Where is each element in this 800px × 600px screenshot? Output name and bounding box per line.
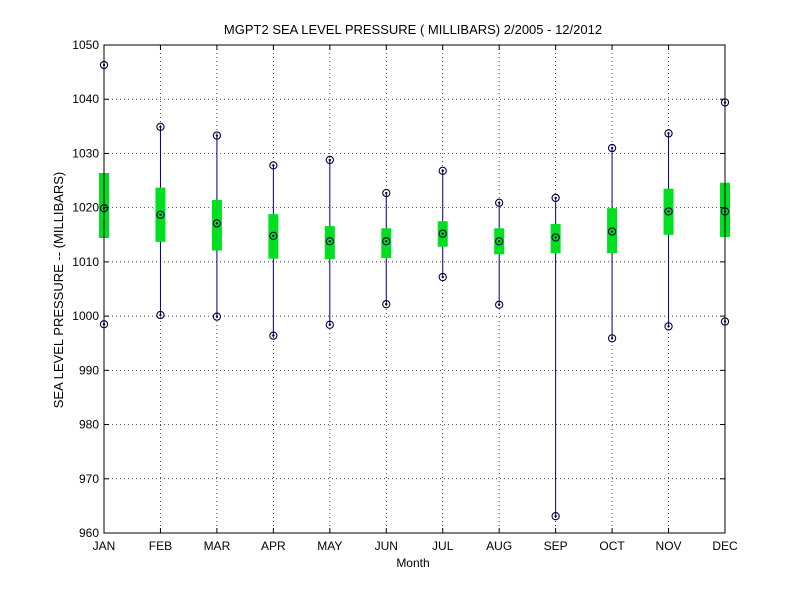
min-marker-nov (664, 322, 673, 331)
mean-marker-dot-oct (610, 230, 614, 233)
y-axis-label: SEA LEVEL PRESSURE -- (MILLIBARS) (51, 172, 66, 408)
mean-marker-sep (551, 233, 560, 242)
max-marker-dot-apr (272, 164, 275, 167)
x-axis-label: Month (396, 556, 429, 570)
y-tick-label: 990 (79, 363, 99, 377)
x-tick-label: OCT (599, 539, 625, 553)
x-tick-label: JUL (432, 539, 454, 553)
x-tick-label: AUG (486, 539, 512, 553)
mean-marker-jul (438, 229, 447, 238)
min-marker-jun (382, 300, 391, 309)
mean-marker-feb (156, 210, 165, 219)
max-marker-dot-mar (215, 134, 219, 137)
min-marker-aug (495, 300, 504, 309)
mean-marker-dot-sep (554, 236, 557, 239)
min-marker-oct (607, 334, 617, 343)
max-marker-dot-aug (497, 201, 501, 204)
max-marker-apr (269, 161, 278, 170)
chart-title: MGPT2 SEA LEVEL PRESSURE ( MILLIBARS) 2/… (224, 22, 602, 37)
y-tick-label: 970 (79, 472, 99, 486)
max-marker-feb (156, 122, 165, 132)
min-marker-sep (551, 512, 560, 521)
box-mar (211, 200, 222, 251)
max-marker-dot-jul (441, 169, 444, 172)
max-marker-jun (382, 188, 391, 198)
box-may (324, 226, 335, 260)
min-marker-feb (156, 310, 165, 320)
mean-marker-may (325, 237, 334, 246)
x-tick-label: JAN (93, 539, 116, 553)
x-tick-label: DEC (712, 539, 738, 553)
min-marker-apr (269, 331, 278, 340)
max-marker-dot-nov (667, 132, 670, 135)
min-marker-dot-sep (554, 514, 557, 518)
y-tick-label: 1040 (72, 92, 99, 106)
min-marker-mar (212, 312, 222, 321)
y-tick-label: 1050 (72, 38, 99, 52)
mean-marker-nov (664, 207, 673, 216)
min-marker-dot-feb (159, 313, 162, 317)
min-marker-dot-apr (272, 334, 275, 337)
x-tick-label: SEP (544, 539, 568, 553)
max-marker-may (325, 155, 334, 165)
x-tick-label: NOV (656, 539, 682, 553)
max-marker-dot-oct (610, 146, 614, 150)
mean-marker-dot-apr (272, 234, 275, 238)
max-marker-mar (212, 131, 222, 140)
min-marker-dot-nov (667, 325, 670, 328)
plot-frame (103, 44, 726, 534)
max-marker-aug (495, 198, 504, 207)
max-marker-dot-sep (554, 196, 557, 200)
axes: 960 970 980 990 1000 1010 1020 1030 1040 1050 JAN F… (72, 38, 738, 553)
box-jun (381, 228, 392, 259)
min-marker-dot-may (328, 323, 332, 326)
max-marker-dot-may (328, 158, 332, 162)
y-tick-label: 960 (79, 526, 99, 540)
mean-marker-oct (607, 227, 617, 236)
mean-marker-dot-jul (441, 232, 444, 235)
max-marker-nov (664, 129, 673, 138)
x-tick-label: MAR (204, 539, 231, 553)
max-marker-jul (438, 166, 447, 175)
max-marker-dot-jun (385, 191, 388, 195)
max-marker-oct (607, 143, 617, 153)
y-tick-label: 1030 (72, 146, 99, 160)
y-tick-label: 980 (79, 418, 99, 432)
mean-marker-dot-jun (385, 240, 388, 243)
min-marker-may (325, 320, 334, 329)
y-tick-label: 1000 (72, 309, 99, 323)
max-marker-dot-feb (159, 125, 162, 129)
y-tick-label: 1010 (72, 255, 99, 269)
min-marker-dot-mar (215, 315, 219, 318)
mean-marker-dot-nov (667, 210, 670, 213)
min-marker-jul (438, 272, 447, 282)
y-tick-label: 1020 (72, 201, 99, 215)
mean-marker-jun (382, 237, 391, 246)
min-marker-dot-aug (497, 303, 501, 306)
x-tick-label: MAY (317, 539, 342, 553)
mean-marker-dot-feb (159, 213, 162, 216)
mean-marker-dot-may (328, 240, 332, 243)
mean-marker-dot-mar (215, 222, 219, 225)
x-tick-label: APR (261, 539, 286, 553)
mean-marker-mar (212, 219, 222, 228)
x-tick-label: JUN (375, 539, 398, 553)
mean-marker-apr (269, 231, 278, 241)
x-tick-label: FEB (149, 539, 172, 553)
min-marker-dot-jul (441, 275, 444, 279)
max-marker-sep (551, 193, 560, 203)
min-marker-dot-jun (385, 302, 388, 306)
mean-marker-dot-aug (497, 240, 501, 243)
min-marker-dot-oct (610, 337, 614, 340)
mean-marker-aug (495, 237, 504, 246)
